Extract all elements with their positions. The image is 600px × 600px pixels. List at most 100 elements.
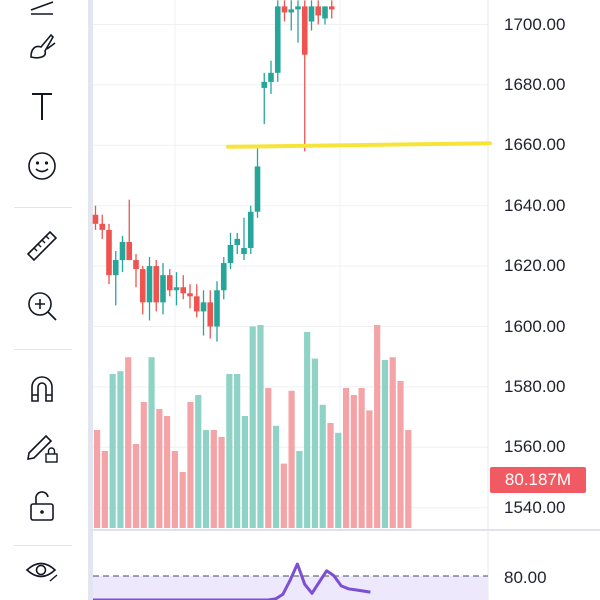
price-tick-label: 1700.00 (504, 14, 566, 34)
volume-bar (117, 371, 124, 528)
volume-bar (405, 430, 412, 528)
toolbar-divider (14, 545, 72, 546)
candle-body (146, 266, 153, 303)
volume-bar (148, 357, 155, 528)
candle-body (207, 302, 214, 327)
candle-body (187, 293, 193, 297)
lock-drawing-icon (24, 428, 60, 469)
brush-tool-button[interactable] (16, 24, 68, 72)
candle-body (308, 6, 315, 22)
price-tick-label: 1540.00 (504, 497, 566, 517)
volume-bar (187, 402, 194, 528)
lock-drawing-button[interactable] (16, 424, 68, 472)
candle-body (99, 223, 106, 230)
candle-body (193, 296, 200, 312)
toolbar-edge (88, 0, 93, 600)
oscillator-line (93, 562, 371, 600)
volume-bar (132, 444, 140, 528)
volume-bar (241, 416, 249, 528)
candle-body (166, 275, 173, 291)
candle-body (133, 260, 139, 270)
price-axis[interactable]: 1700.00 1680.00 1660.00 1640.00 1620.00 1600.… (490, 0, 600, 530)
volume-bar (311, 358, 319, 528)
volume-bar (195, 395, 202, 528)
zoom-in-icon (25, 289, 59, 328)
volume-bar (101, 451, 108, 528)
volume-bar (366, 410, 373, 528)
candle-body (139, 269, 146, 303)
emoji-tool-button[interactable] (16, 144, 68, 192)
candle-body (112, 260, 119, 276)
price-tick-label: 1680.00 (504, 74, 566, 94)
volume-bar (109, 374, 116, 528)
magnet-button[interactable] (16, 366, 68, 414)
volume-bar (179, 472, 186, 528)
candle-body (328, 6, 335, 10)
ruler-icon (24, 228, 60, 269)
volume-bar (171, 451, 178, 528)
candle-body (200, 302, 207, 312)
zoom-in-button[interactable] (16, 284, 68, 332)
volume-bar (381, 360, 389, 528)
pencil-icon (27, 0, 57, 21)
volume-bar (272, 425, 280, 528)
volume-bar (350, 395, 357, 528)
price-tick-label: 1620.00 (504, 256, 566, 276)
volume-bar (257, 325, 264, 528)
volume-bar (210, 430, 217, 528)
volume-bar (304, 332, 311, 528)
candle-body (295, 6, 301, 10)
text-tool-icon (27, 89, 57, 128)
volume-bar (202, 430, 210, 528)
candle-body (119, 241, 126, 261)
candle-body (173, 287, 180, 291)
candle-body (214, 290, 220, 327)
volume-bar (389, 357, 396, 528)
candle-body (288, 9, 295, 13)
candle-body (180, 287, 187, 294)
text-tool-button[interactable] (16, 84, 68, 132)
volume-bar (234, 374, 241, 528)
volume-bar (156, 409, 163, 528)
price-tick-label: 1560.00 (504, 437, 566, 457)
toolbar-divider (14, 349, 72, 350)
candle-body (234, 238, 241, 245)
candle-body (153, 266, 160, 303)
candle-body (160, 275, 166, 303)
unlock-icon (25, 489, 59, 528)
visibility-button[interactable] (16, 548, 68, 596)
price-tick-label: 1660.00 (504, 135, 566, 155)
candle-body (92, 214, 99, 224)
emoji-icon (25, 149, 59, 188)
volume-bar (342, 388, 350, 528)
ruler-tool-button[interactable] (16, 224, 68, 272)
candle-body (315, 6, 322, 16)
candle-body (281, 6, 288, 13)
candle-body (247, 211, 254, 248)
candle-body (274, 6, 281, 73)
volume-bar (265, 388, 272, 528)
candle-body (106, 229, 112, 276)
volume-bar (280, 463, 287, 528)
volume-bar (335, 432, 342, 528)
volume-bar (319, 404, 326, 528)
volume-bar (140, 402, 147, 528)
horizontal-line-drawing (226, 141, 492, 149)
brush-icon (25, 29, 59, 68)
candle-body (301, 6, 308, 55)
volume-bar (125, 357, 132, 528)
volume-bar (226, 374, 233, 528)
volume-bar (288, 390, 295, 528)
volume-badge: 80.187M (490, 467, 586, 493)
volume-bar (164, 416, 171, 528)
candle-body (227, 244, 234, 264)
pencil-tool-button[interactable] (16, 0, 68, 32)
unlock-button[interactable] (16, 484, 68, 532)
volume-bar (94, 430, 101, 528)
drawing-toolbar (0, 0, 88, 600)
volume-bar (374, 325, 381, 528)
eye-icon (24, 553, 60, 592)
candle-body (254, 166, 261, 212)
price-tick-label: 1580.00 (504, 376, 566, 396)
